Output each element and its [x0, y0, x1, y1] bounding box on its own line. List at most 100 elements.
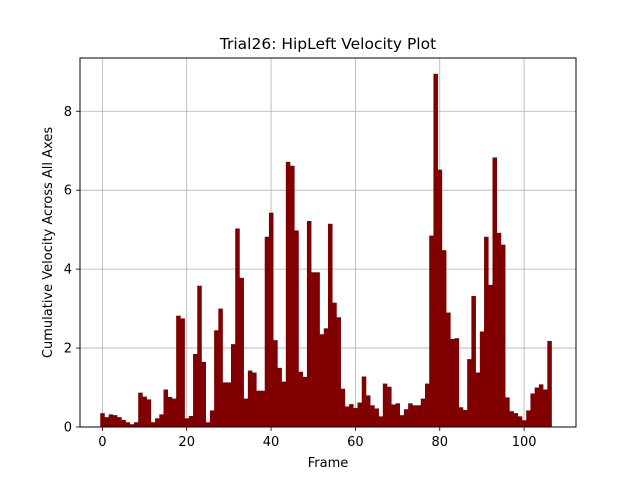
bar	[387, 386, 392, 427]
bar	[306, 220, 312, 427]
bar	[534, 387, 540, 427]
bar	[361, 376, 367, 427]
bar	[454, 338, 460, 427]
bar	[260, 390, 266, 427]
bar	[496, 232, 502, 427]
x-tick-label: 100	[512, 435, 537, 450]
bar	[412, 405, 417, 427]
x-tick-label: 0	[98, 435, 106, 450]
bar	[129, 424, 135, 427]
bar	[378, 416, 384, 427]
bar	[420, 398, 426, 427]
bar	[429, 235, 434, 427]
x-tick-label: 20	[178, 435, 195, 450]
x-tick-label: 40	[263, 435, 280, 450]
bar	[336, 317, 341, 427]
bar	[142, 396, 147, 427]
bar	[349, 404, 354, 427]
bar	[547, 340, 552, 427]
bar	[239, 277, 244, 427]
bar	[180, 318, 185, 427]
bar	[256, 390, 261, 427]
bar	[484, 236, 489, 427]
bar	[104, 417, 109, 427]
bar	[290, 165, 295, 427]
bar	[201, 361, 206, 427]
bar	[235, 228, 240, 427]
chart-title: Trial26: HipLeft Velocity Plot	[219, 35, 436, 53]
bar	[458, 407, 464, 427]
bar	[218, 308, 223, 427]
x-axis-label: Frame	[308, 456, 349, 471]
bar	[138, 392, 143, 427]
bar	[382, 383, 388, 427]
bar	[425, 383, 430, 427]
bar	[197, 285, 202, 427]
bar	[513, 413, 519, 427]
bar	[205, 422, 211, 427]
y-tick-label: 4	[64, 263, 72, 278]
bar	[150, 422, 156, 427]
bar	[353, 408, 358, 427]
x-tick-label: 60	[347, 435, 364, 450]
bar	[403, 409, 409, 427]
bar	[108, 414, 114, 427]
bar	[408, 403, 413, 427]
bar	[522, 420, 527, 427]
bar	[517, 416, 523, 427]
bar	[230, 344, 236, 427]
bar	[526, 410, 531, 427]
bar	[441, 250, 447, 427]
bar	[370, 405, 375, 427]
bar	[416, 405, 422, 427]
bar	[446, 312, 451, 427]
bar	[277, 367, 282, 427]
bar	[252, 372, 257, 427]
bar	[311, 272, 316, 427]
bar	[226, 382, 232, 427]
bar	[450, 338, 455, 427]
bar	[357, 402, 363, 427]
bar	[492, 157, 498, 428]
bar	[188, 415, 194, 427]
bar	[214, 330, 219, 427]
bar	[285, 161, 291, 427]
bar	[209, 410, 215, 427]
x-tick-label: 80	[431, 435, 448, 450]
bar	[273, 340, 278, 427]
plot-frame	[79, 57, 577, 428]
bar	[281, 381, 287, 427]
bar	[399, 415, 405, 427]
bars-layer	[100, 73, 552, 428]
bar	[100, 413, 105, 427]
bar	[475, 372, 481, 427]
bar	[395, 403, 401, 427]
bar	[159, 414, 164, 427]
y-tick-label: 2	[64, 342, 72, 357]
bar	[488, 284, 493, 427]
bar	[500, 244, 506, 427]
bar	[437, 169, 443, 427]
bar	[538, 384, 544, 427]
bar	[171, 398, 177, 427]
bar	[294, 230, 299, 427]
bar	[125, 422, 131, 427]
bar	[332, 302, 337, 427]
bar	[184, 418, 190, 427]
bar	[374, 408, 379, 427]
ticks-layer: 0 20 40 60 80 100 0 2 4 6 8	[64, 105, 537, 450]
bar	[155, 418, 160, 427]
y-tick-label: 0	[64, 421, 72, 436]
bar	[298, 371, 303, 427]
bar	[247, 370, 253, 427]
bar	[121, 419, 126, 427]
bar	[176, 315, 181, 427]
bar	[193, 353, 198, 427]
bar	[315, 272, 320, 427]
bar	[391, 404, 396, 427]
bar	[471, 295, 476, 427]
bar	[222, 382, 228, 427]
bar	[365, 395, 371, 427]
bar	[323, 328, 329, 427]
